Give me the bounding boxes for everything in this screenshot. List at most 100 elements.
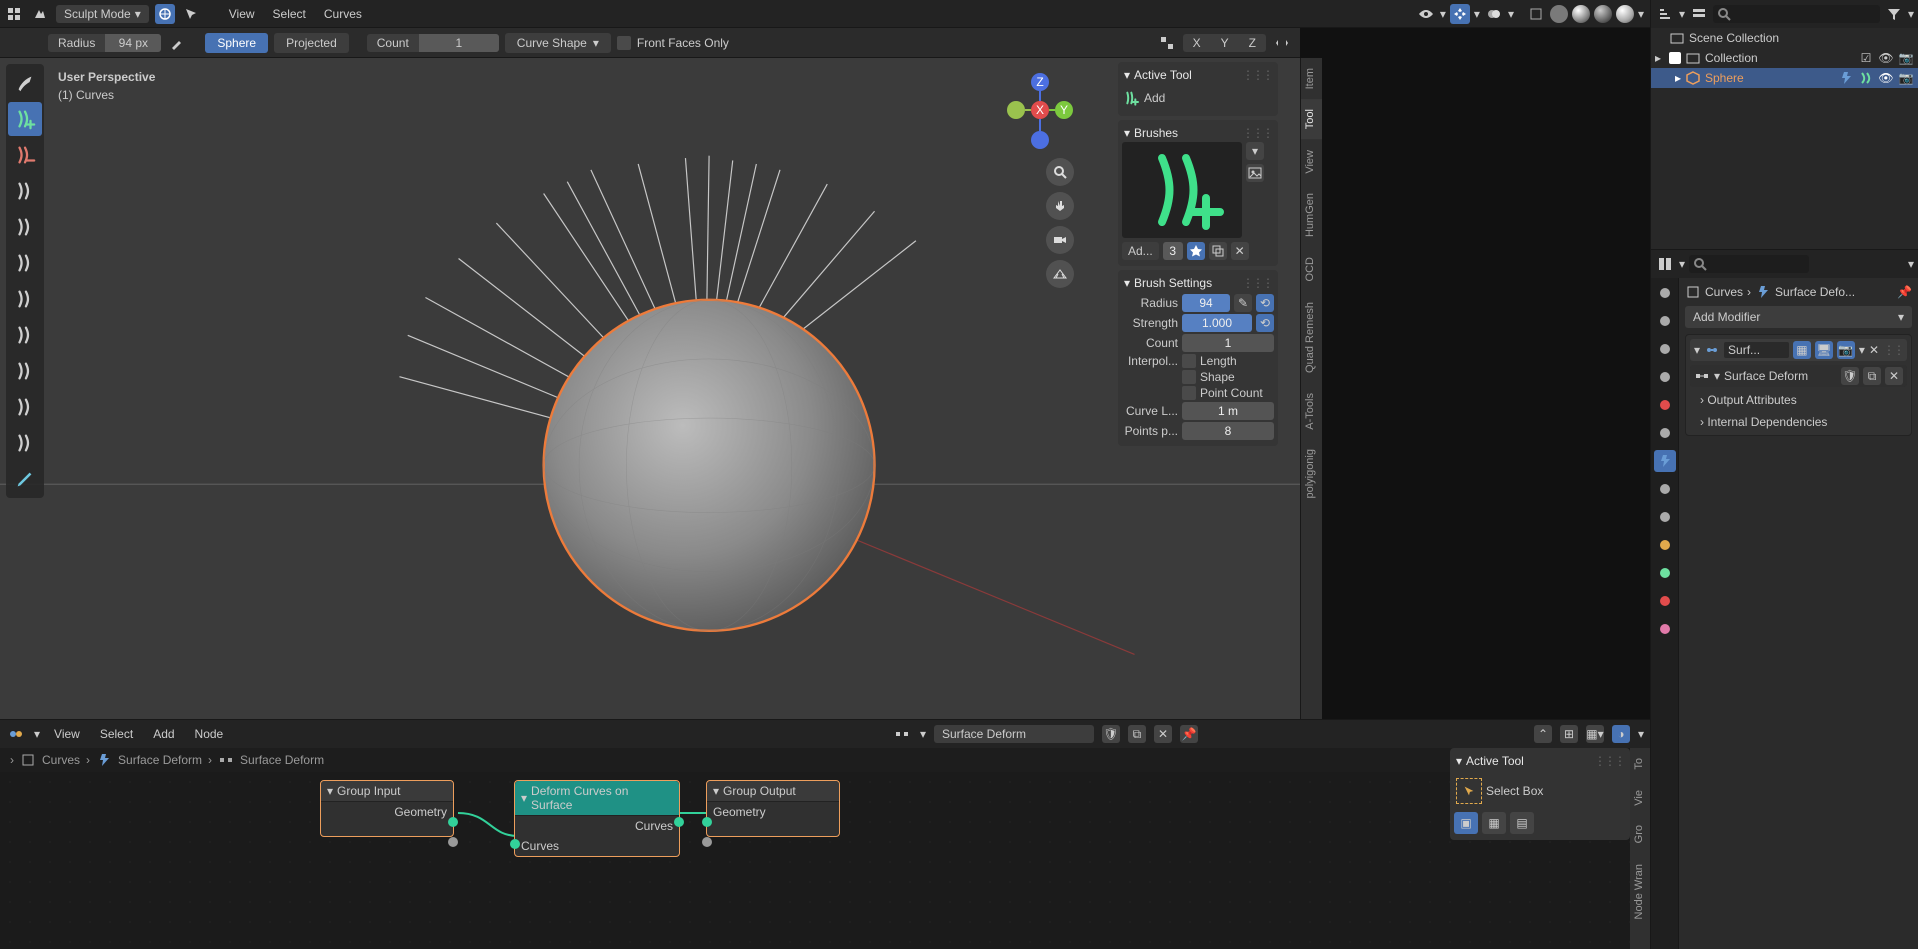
node-canvas[interactable]: ▾Group Input Geometry ▾Deform Curves on … <box>0 772 1650 949</box>
unlink-icon[interactable]: ✕ <box>1885 367 1903 385</box>
mod-realtime-icon[interactable]: 🖥 <box>1815 341 1833 359</box>
strength-slider[interactable]: 1.000 <box>1182 314 1252 332</box>
radius-pressure-icon[interactable] <box>167 33 187 53</box>
annotate-icon[interactable] <box>8 462 42 496</box>
grid-persp-icon[interactable] <box>1046 260 1074 288</box>
duplicate-icon[interactable]: ⧉ <box>1128 725 1146 743</box>
fake-user-icon[interactable]: 🛡 <box>1841 367 1859 385</box>
node-menu-view[interactable]: View <box>48 723 86 745</box>
curve-length-field[interactable]: 1 m <box>1182 402 1274 420</box>
socket-virtual-out[interactable] <box>448 837 458 847</box>
props-tab-scene[interactable] <box>1654 366 1676 388</box>
radius-field[interactable]: Radius 94 px <box>48 34 161 52</box>
gizmo-toggle-icon[interactable] <box>1450 4 1470 24</box>
node-menu-add[interactable]: Add <box>147 723 180 745</box>
mode-dropdown[interactable]: Sculpt Mode ▾ <box>56 5 149 23</box>
shading-render-icon[interactable] <box>1616 5 1634 23</box>
node-vtab-to[interactable]: To <box>1630 748 1650 780</box>
orientation-global-icon[interactable] <box>155 4 175 24</box>
props-tab-modifier[interactable] <box>1654 450 1676 472</box>
pen-pressure-icon[interactable]: ✎ <box>1234 294 1252 312</box>
radius-unit-icon[interactable]: ⟲ <box>1256 294 1274 312</box>
pin-icon[interactable]: 📌 <box>1180 725 1198 743</box>
eye-icon[interactable]: 👁 <box>1878 50 1894 66</box>
menu-view[interactable]: View <box>223 3 261 25</box>
internal-deps-section[interactable]: › Internal Dependencies <box>1690 413 1907 431</box>
props-tab-material[interactable] <box>1654 590 1676 612</box>
select-extend-icon[interactable]: ▦ <box>1482 812 1506 834</box>
modifier-name-field[interactable]: Surf... <box>1724 342 1789 358</box>
node-editor-type-icon[interactable] <box>6 724 26 744</box>
density-icon[interactable] <box>8 174 42 208</box>
vtab-polyigonig[interactable]: polyigonig <box>1301 439 1322 509</box>
filter-icon[interactable] <box>1884 4 1904 24</box>
mode-icon[interactable] <box>30 4 50 24</box>
duplicate-icon[interactable] <box>1209 242 1227 260</box>
sphere-row[interactable]: ▸ Sphere 👁 📷 <box>1651 68 1918 88</box>
slide-icon[interactable] <box>8 426 42 460</box>
fake-user-icon[interactable] <box>1187 242 1205 260</box>
cursor-icon[interactable] <box>181 4 201 24</box>
region-overlap-icon[interactable] <box>1157 33 1177 53</box>
falloff-sphere[interactable]: Sphere <box>205 33 268 53</box>
outliner-editor-icon[interactable] <box>1655 4 1675 24</box>
shading-solid-icon[interactable] <box>1572 5 1590 23</box>
props-tab-view[interactable] <box>1654 338 1676 360</box>
node-menu-node[interactable]: Node <box>189 723 230 745</box>
brush-image-icon[interactable] <box>1246 164 1264 182</box>
brush-preview[interactable] <box>1122 142 1242 238</box>
node-menu-select[interactable]: Select <box>94 723 139 745</box>
add-modifier-dropdown[interactable]: Add Modifier▾ <box>1685 306 1912 328</box>
mirror-options-icon[interactable] <box>1272 33 1292 53</box>
props-tab-data[interactable] <box>1654 562 1676 584</box>
display-mode-icon[interactable] <box>1689 4 1709 24</box>
xray-icon[interactable] <box>1526 4 1546 24</box>
radius-slider[interactable]: 94 <box>1182 294 1230 312</box>
collection-enable-check[interactable] <box>1669 52 1681 64</box>
modifier-header[interactable]: ▾ Surf... ▦ 🖥 📷 ▾ ✕ ⋮⋮ <box>1690 339 1907 361</box>
props-tab-render[interactable] <box>1654 282 1676 304</box>
brush-icon[interactable] <box>8 66 42 100</box>
props-editor-icon[interactable] <box>1655 254 1675 274</box>
snap-icon[interactable]: ⊞ <box>1560 725 1578 743</box>
delete-curves-icon[interactable] <box>8 138 42 172</box>
render-icon[interactable]: 📷 <box>1898 50 1914 66</box>
grow-shrink-icon[interactable] <box>8 282 42 316</box>
output-attributes-section[interactable]: › Output Attributes <box>1690 391 1907 409</box>
radius-value[interactable]: 94 px <box>105 34 161 52</box>
node-deform-curves[interactable]: ▾Deform Curves on Surface Curves Curves <box>514 780 680 857</box>
shading-matprev-icon[interactable] <box>1594 5 1612 23</box>
count-value[interactable]: 1 <box>419 34 499 52</box>
smooth-icon[interactable] <box>8 354 42 388</box>
3d-viewport[interactable]: User Perspective (1) Curves <box>0 58 1300 719</box>
parent-icon[interactable]: ⌃ <box>1534 725 1552 743</box>
scene-collection-row[interactable]: Scene Collection <box>1651 28 1918 48</box>
pinch-icon[interactable] <box>8 318 42 352</box>
overlay-icon[interactable]: ◑ <box>1612 725 1630 743</box>
properties-search[interactable] <box>1689 255 1809 273</box>
add-curves-icon[interactable] <box>8 102 42 136</box>
interp-shape-check[interactable] <box>1182 370 1196 384</box>
pan-icon[interactable] <box>1046 192 1074 220</box>
interp-length-check[interactable] <box>1182 354 1196 368</box>
menu-curves[interactable]: Curves <box>318 3 368 25</box>
vtab-quad-remesh[interactable]: Quad Remesh <box>1301 292 1322 383</box>
socket-geometry-in[interactable] <box>702 817 712 827</box>
node-group-input[interactable]: ▾Group Input Geometry <box>320 780 454 837</box>
props-tab-physics[interactable] <box>1654 506 1676 528</box>
props-tab-texture[interactable] <box>1654 618 1676 640</box>
close-icon[interactable]: ✕ <box>1869 343 1879 357</box>
front-faces-checkbox[interactable] <box>617 36 631 50</box>
snap-opts-icon[interactable]: ▦▾ <box>1586 725 1604 743</box>
points-per-curve-field[interactable]: 8 <box>1182 422 1274 440</box>
render-icon[interactable]: 📷 <box>1898 70 1914 86</box>
falloff-projected[interactable]: Projected <box>274 33 349 53</box>
strength-pressure-icon[interactable]: ⟲ <box>1256 314 1274 332</box>
unlink-icon[interactable]: ✕ <box>1231 242 1249 260</box>
props-tab-object[interactable] <box>1654 422 1676 444</box>
nodegroup-selector[interactable]: ▾ Surface Deform 🛡 ⧉ ✕ <box>1690 365 1907 387</box>
interp-pointcount-check[interactable] <box>1182 386 1196 400</box>
count-field[interactable]: Count 1 <box>367 34 499 52</box>
editor-type-icon[interactable] <box>4 4 24 24</box>
mirror-xyz[interactable]: X Y Z <box>1183 34 1266 52</box>
